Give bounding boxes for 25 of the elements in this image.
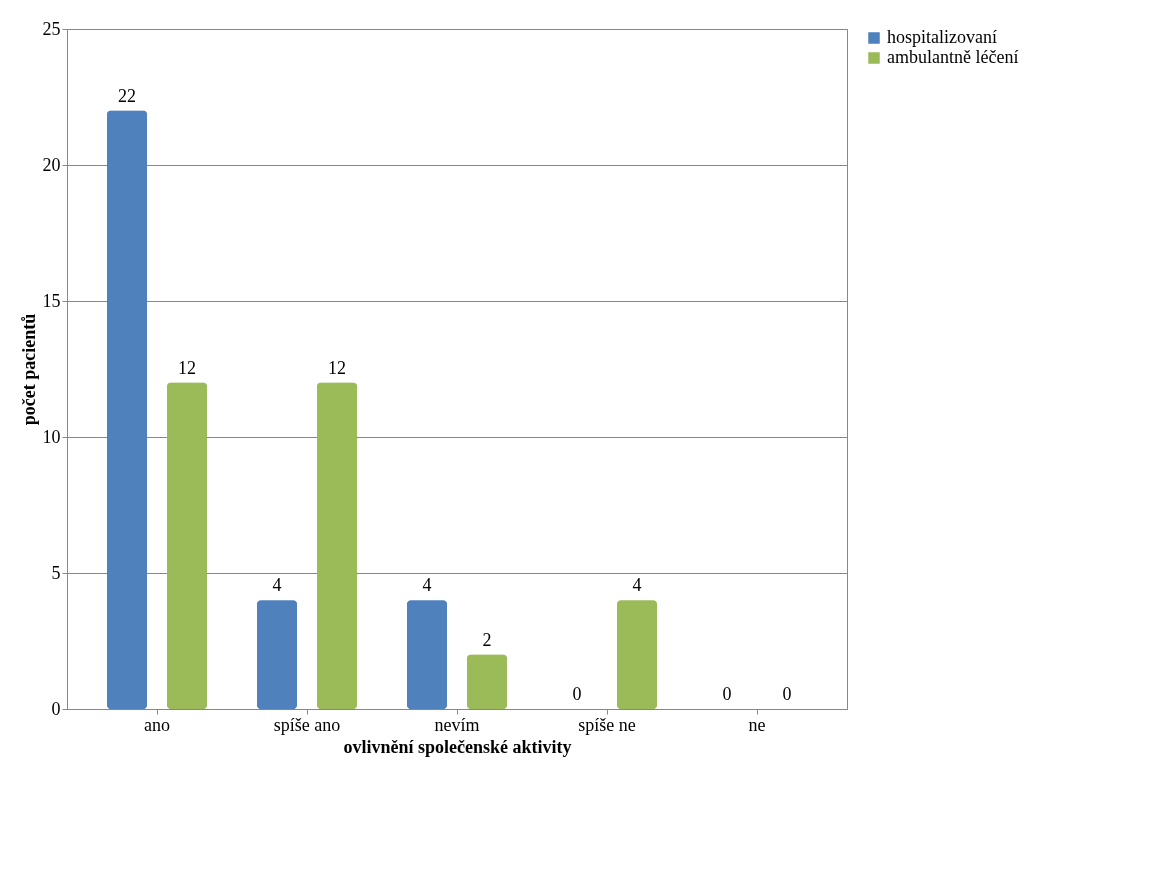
- data-label: 0: [782, 684, 792, 704]
- data-label: 0: [572, 684, 582, 704]
- y-tick-label: 0: [51, 698, 61, 719]
- x-tick-label: ano: [144, 714, 170, 735]
- data-label: 4: [272, 575, 282, 596]
- data-label: 12: [178, 357, 196, 378]
- data-label: 4: [422, 575, 432, 596]
- legend-label: ambulantně léčení: [887, 47, 1019, 67]
- data-label: 22: [118, 85, 136, 106]
- y-tick-label: 20: [42, 154, 61, 175]
- x-tick-label: ne: [748, 714, 766, 735]
- y-tick-label: 10: [42, 426, 61, 447]
- x-axis-title: ovlivnění společenské aktivity: [343, 736, 572, 757]
- y-axis-title: počet pacientů: [18, 313, 39, 426]
- x-tick-label: spíše ano: [273, 714, 341, 735]
- y-tick-label: 15: [42, 290, 61, 311]
- data-label: 2: [482, 629, 492, 650]
- data-label: 0: [722, 684, 732, 704]
- x-tick-label: spíše ne: [578, 714, 636, 735]
- y-tick-label: 5: [51, 562, 61, 583]
- data-label: 4: [632, 575, 642, 596]
- data-label: 12: [328, 357, 346, 378]
- legend-label: hospitalizovaní: [887, 27, 997, 47]
- y-tick-label: 25: [42, 18, 61, 39]
- x-tick-label: nevím: [434, 714, 480, 735]
